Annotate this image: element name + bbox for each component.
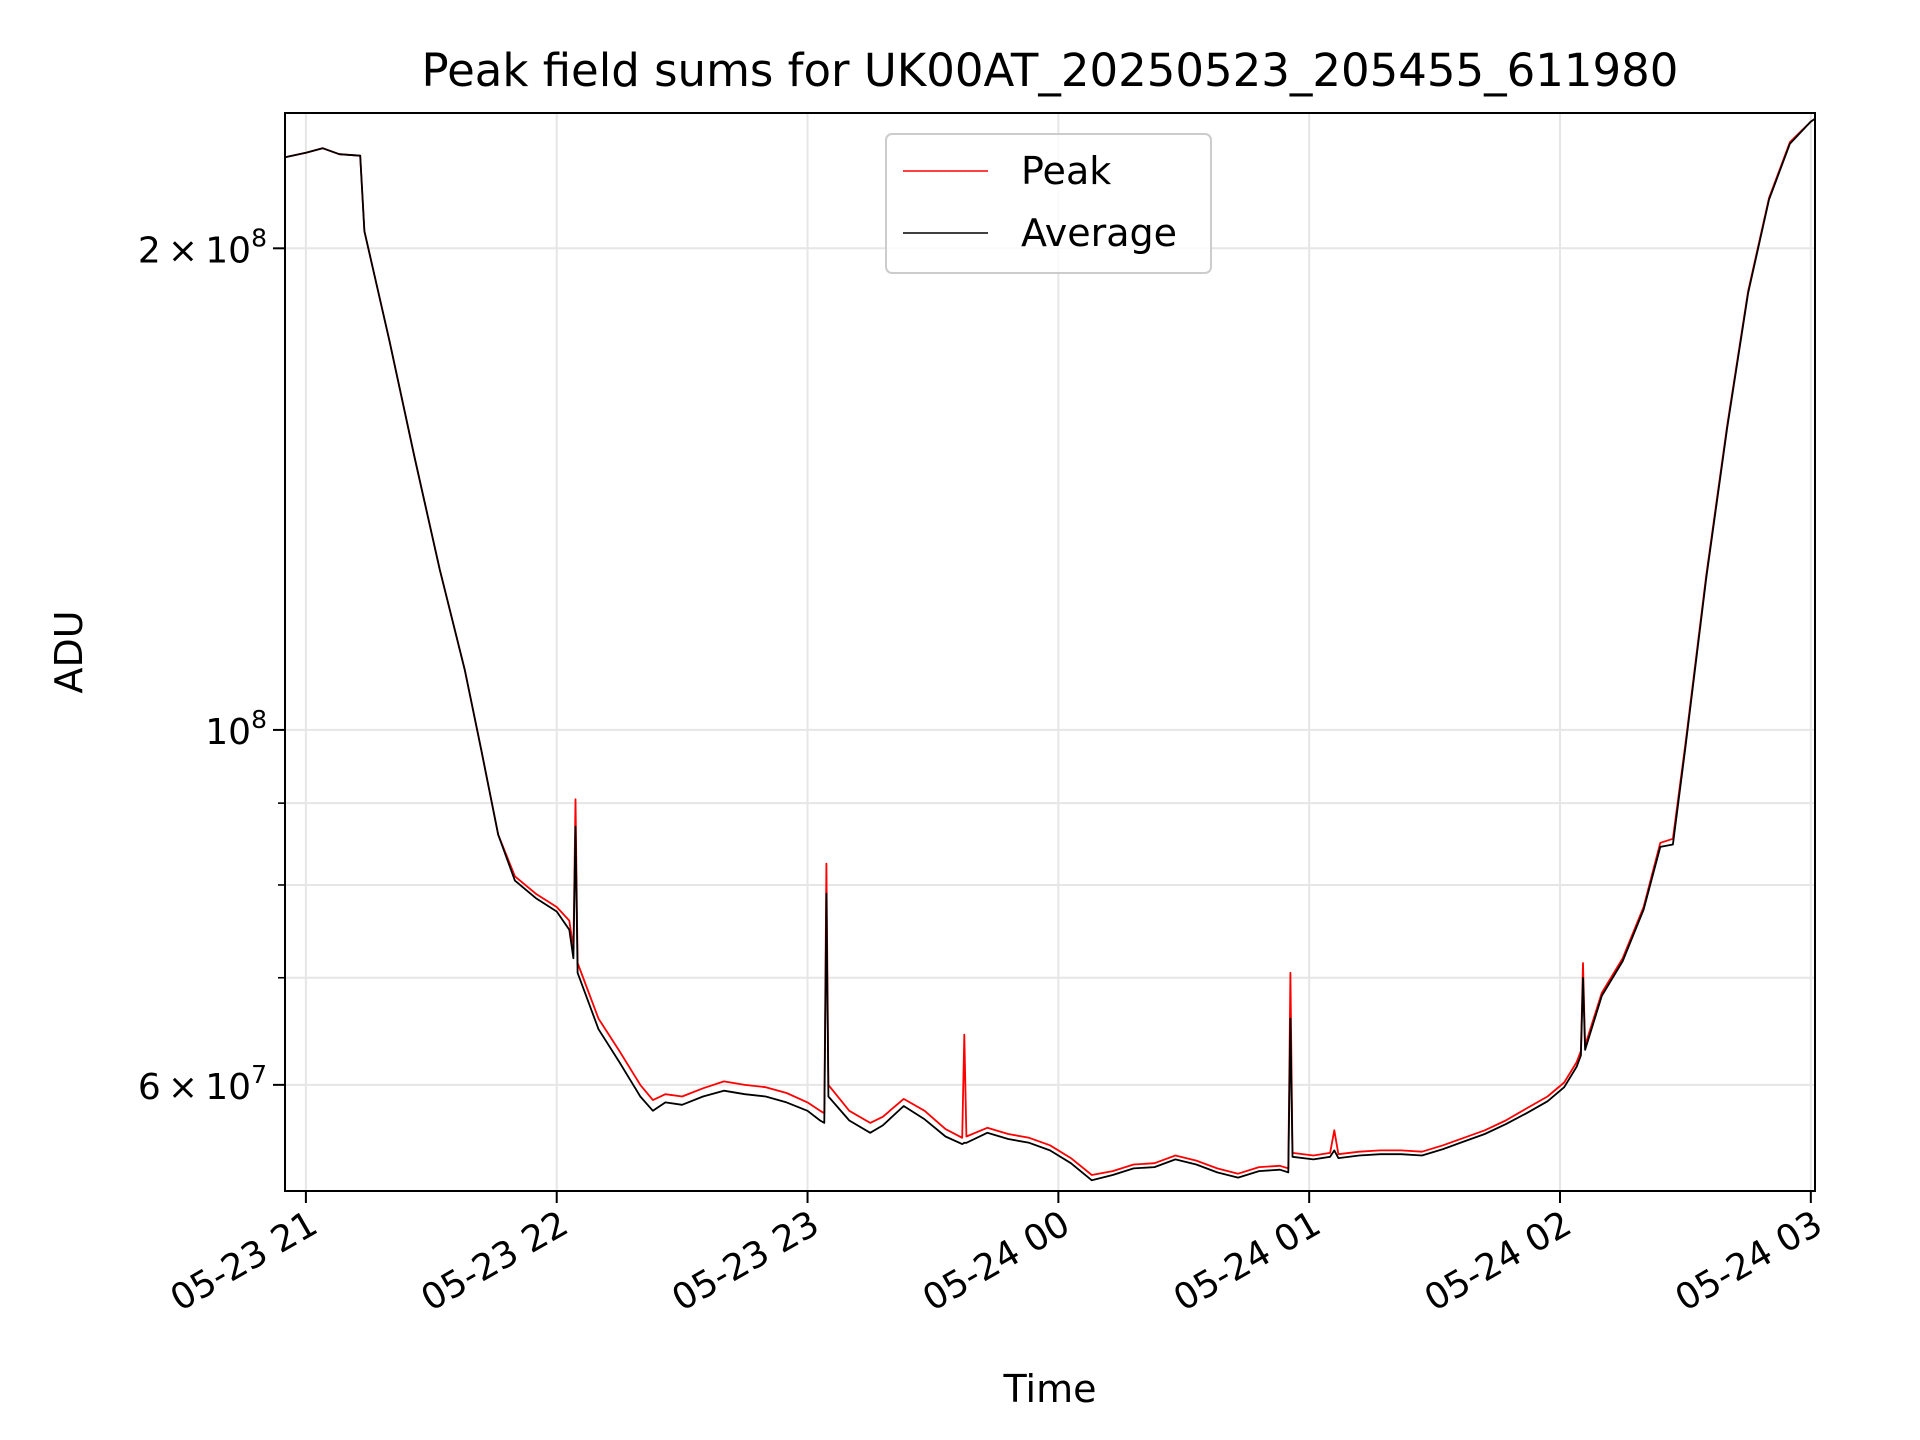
legend: Peak Average: [885, 133, 1212, 274]
y-tick-label: 108: [205, 705, 267, 753]
legend-label-average: Average: [1021, 211, 1177, 255]
series-line-peak: [285, 117, 1815, 1176]
y-tick-label: 2 × 108: [138, 223, 267, 271]
plot-area-frame: [284, 112, 1816, 1192]
legend-label-peak: Peak: [1021, 149, 1111, 193]
legend-box: [885, 133, 1212, 274]
x-axis-label: Time: [1003, 1367, 1097, 1411]
chart-title: Peak field sums for UK00AT_20250523_2054…: [422, 44, 1679, 97]
y-tick-label: 6 × 107: [138, 1060, 267, 1108]
y-axis-label: ADU: [47, 610, 91, 693]
series-line-average: [285, 117, 1815, 1182]
